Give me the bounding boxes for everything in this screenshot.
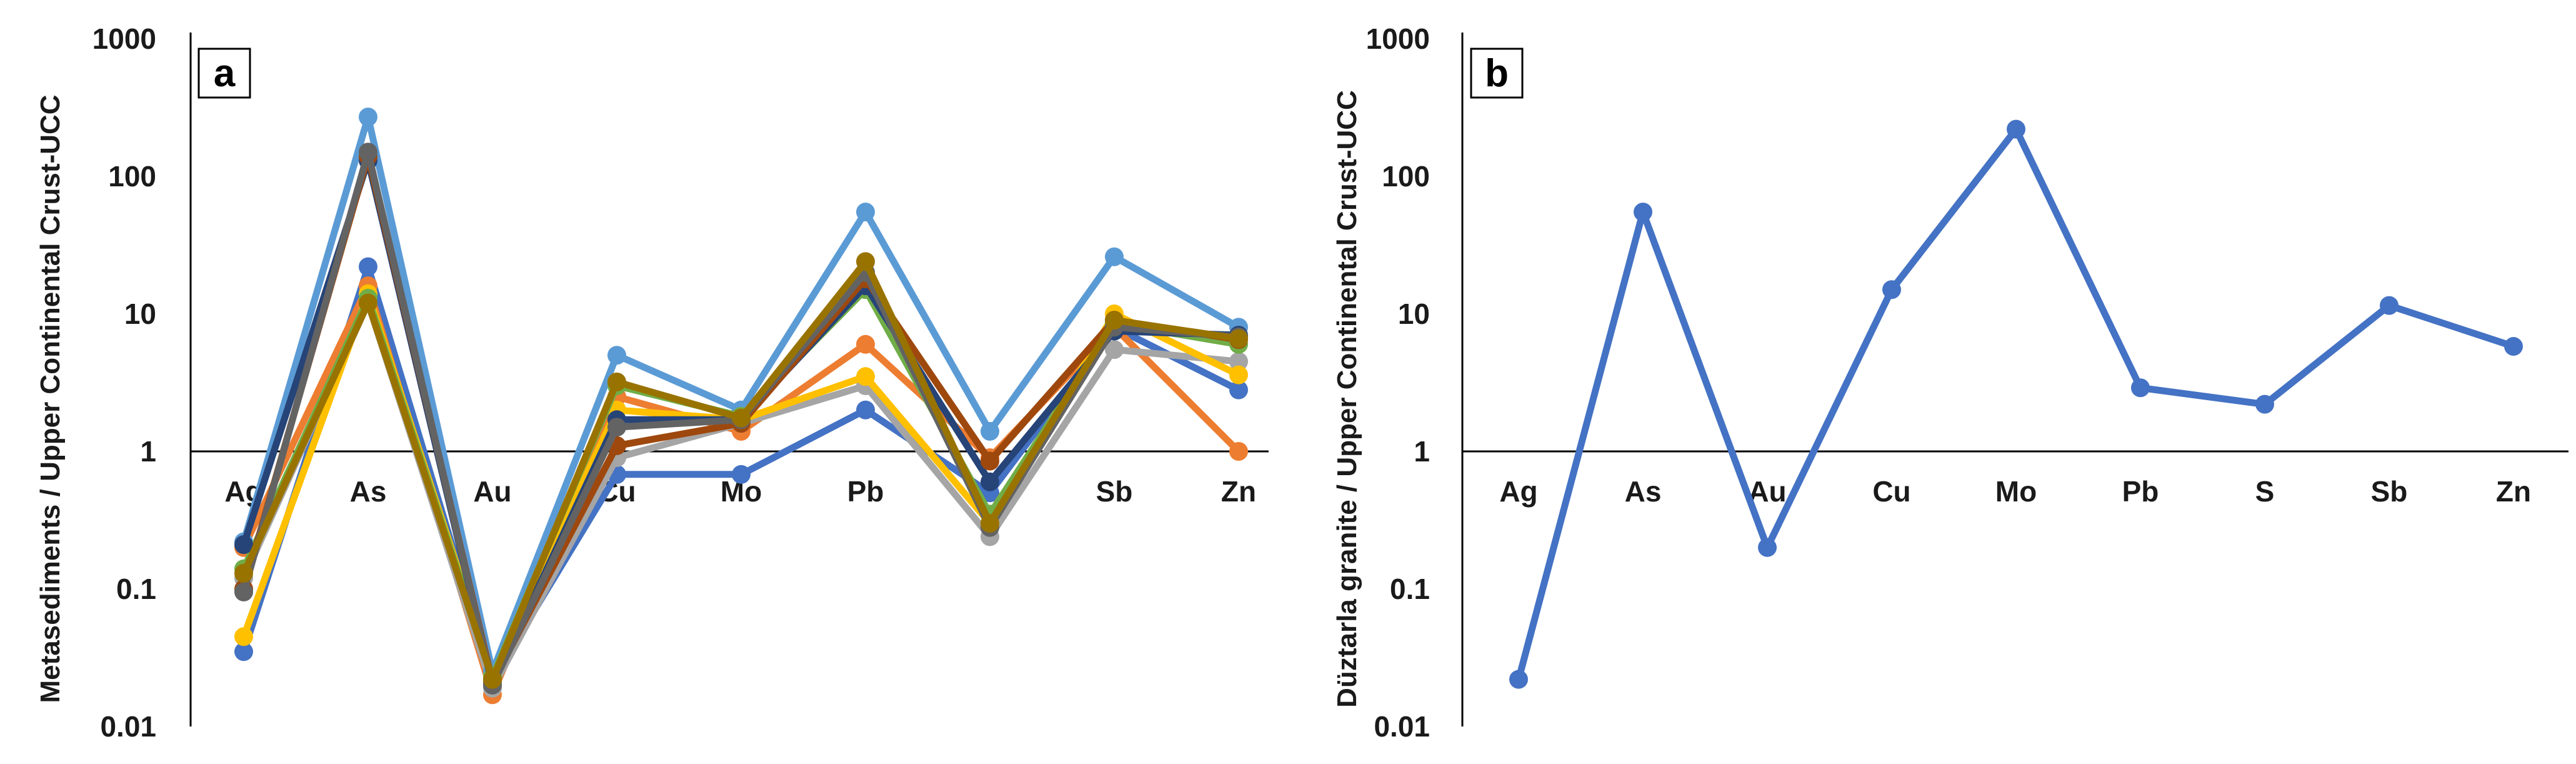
- data-point: [732, 408, 751, 428]
- x-category-label: As: [350, 475, 387, 508]
- data-point: [981, 472, 999, 491]
- data-point: [1105, 340, 1124, 359]
- data-point: [607, 372, 626, 391]
- data-point: [234, 563, 253, 583]
- x-category-label: Au: [473, 475, 511, 508]
- data-point: [732, 465, 751, 484]
- data-point: [856, 367, 875, 386]
- data-point: [359, 257, 377, 276]
- data-point: [1634, 203, 1652, 222]
- data-point: [234, 627, 253, 646]
- data-point: [981, 451, 999, 471]
- data-point: [359, 108, 377, 127]
- y-tick-label: 0.1: [1390, 573, 1430, 605]
- data-point: [359, 293, 377, 313]
- x-category-label: Sb: [2371, 475, 2408, 508]
- data-point: [1105, 311, 1124, 330]
- data-point: [856, 400, 875, 420]
- data-point: [1229, 329, 1248, 348]
- panel-a-y-axis-title: Metasediments / Upper Continental Crust-…: [35, 95, 66, 703]
- panel-a-label-box: [197, 48, 251, 99]
- x-category-label: S: [2255, 475, 2275, 508]
- y-tick-label: 100: [108, 160, 156, 193]
- data-point: [856, 334, 875, 354]
- x-category-label: Pb: [847, 475, 884, 508]
- chart-panel-a: a Metasediments / Upper Continental Crus…: [35, 23, 1269, 743]
- x-category-label: Sb: [1096, 475, 1133, 508]
- x-category-label: Pb: [2122, 475, 2159, 508]
- data-point: [607, 346, 626, 365]
- x-category-label: Ag: [1499, 475, 1537, 508]
- x-category-label: As: [1625, 475, 1662, 508]
- data-point: [1229, 380, 1248, 400]
- data-point: [607, 418, 626, 437]
- x-category-label: Au: [1748, 475, 1786, 508]
- y-tick-label: 0.01: [1374, 710, 1430, 743]
- panel-b-label-box: [1470, 48, 1524, 99]
- data-point: [234, 582, 253, 601]
- panel-a-label: a: [214, 52, 236, 95]
- data-point: [2255, 395, 2274, 414]
- data-point: [483, 670, 502, 689]
- data-point: [1229, 365, 1248, 385]
- data-point: [981, 514, 999, 533]
- data-point: [2380, 296, 2399, 315]
- y-tick-label: 10: [124, 298, 156, 330]
- data-point: [856, 252, 875, 271]
- y-tick-label: 1000: [1366, 23, 1430, 55]
- data-point: [2504, 337, 2523, 356]
- y-tick-label: 1000: [92, 23, 156, 55]
- data-point: [359, 143, 377, 162]
- data-point: [2131, 378, 2150, 398]
- chart-panel-b: b Düztarla granite / Upper Continental C…: [1332, 23, 2569, 743]
- series-line-Düztarla granite: [1515, 126, 2517, 683]
- data-point: [1758, 538, 1777, 557]
- y-tick-label: 100: [1382, 160, 1430, 193]
- data-point: [856, 203, 875, 222]
- y-tick-label: 1: [1414, 435, 1430, 468]
- x-category-label: Zn: [2496, 475, 2531, 508]
- data-point: [2007, 119, 2025, 139]
- y-tick-label: 0.01: [100, 710, 156, 743]
- data-point: [981, 421, 999, 441]
- data-point: [1509, 670, 1528, 689]
- panel-b-y-axis-title: Düztarla granite / Upper Continental Cru…: [1332, 90, 1362, 708]
- x-category-label: Mo: [1995, 475, 2037, 508]
- y-tick-label: 0.1: [116, 573, 156, 605]
- data-point: [234, 642, 253, 661]
- data-point: [1105, 247, 1124, 266]
- panel-b-label: b: [1485, 52, 1509, 95]
- y-tick-label: 1: [140, 435, 156, 468]
- y-tick-label: 10: [1398, 298, 1430, 330]
- data-point: [1229, 352, 1248, 371]
- series-line-s5: [240, 113, 1242, 675]
- x-category-label: Cu: [1872, 475, 1910, 508]
- data-point: [1882, 280, 1901, 299]
- data-point: [234, 535, 253, 555]
- data-point: [1229, 442, 1248, 461]
- x-category-label: Zn: [1221, 475, 1256, 508]
